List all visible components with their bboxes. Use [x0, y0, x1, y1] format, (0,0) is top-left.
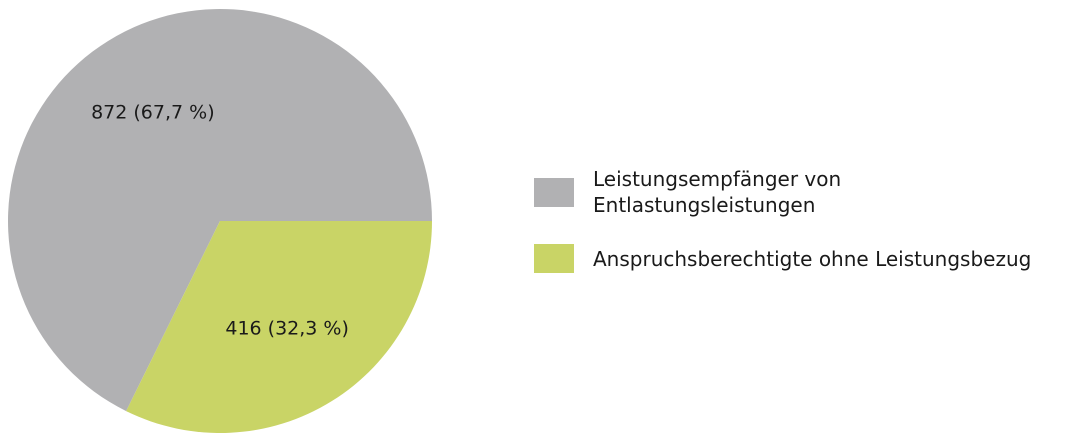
legend: Leistungsempfänger von Entlastungsleistu… [534, 166, 1074, 299]
legend-label: Leistungsempfänger von Entlastungsleistu… [593, 167, 842, 217]
pie-slice [126, 221, 433, 433]
legend-swatch [534, 177, 574, 207]
legend-swatch [534, 244, 574, 273]
legend-item: Anspruchsberechtigte ohne Leistungsbezug [534, 244, 1074, 273]
pie-slice [8, 8, 433, 412]
legend-item: Leistungsempfänger von Entlastungsleistu… [534, 166, 1074, 218]
slice-label: 872 (67,7 %) [91, 101, 215, 123]
pie-chart: 872 (67,7 %) 416 (32,3 %) [8, 8, 433, 433]
legend-label: Anspruchsberechtigte ohne Leistungsbezug [593, 246, 1032, 271]
slice-label: 416 (32,3 %) [225, 318, 349, 340]
